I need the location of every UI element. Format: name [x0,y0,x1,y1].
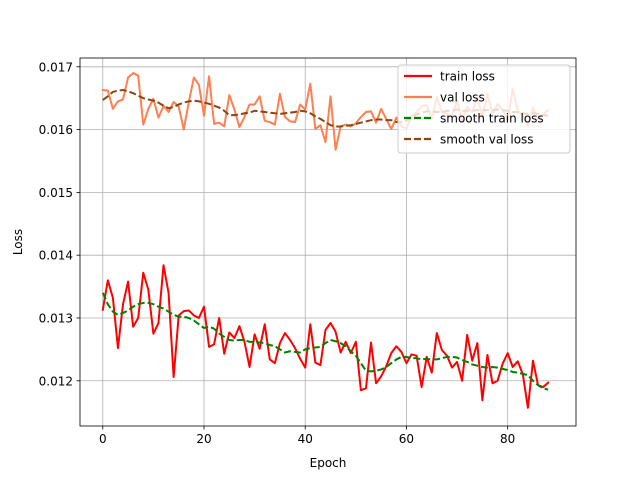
x-axis: 0 20 40 60 80 [99,426,515,446]
legend-box [397,64,571,154]
x-tick-label: 20 [196,432,211,446]
legend-label: smooth train loss [440,112,544,126]
series-line-smooth-train-loss [101,292,549,391]
series-line-train-loss [101,264,550,409]
y-tick-label: 0.012 [39,374,73,388]
legend-label: train loss [440,70,495,84]
x-axis-label: Epoch [310,456,347,470]
legend-label: smooth val loss [440,133,534,147]
y-tick-label: 0.017 [39,60,73,74]
axes-frame [79,57,577,427]
y-axis: 0.012 0.013 0.014 0.015 0.016 0.017 [39,60,80,388]
y-tick-label: 0.016 [39,123,73,137]
x-tick-label: 60 [399,432,414,446]
legend: train loss val loss smooth train loss smoot… [397,64,571,154]
y-tick-label: 0.014 [39,249,73,263]
x-tick-label: 40 [298,432,313,446]
y-tick-label: 0.015 [39,186,73,200]
y-axis-label: Loss [11,229,25,255]
x-tick-label: 80 [500,432,515,446]
y-tick-label: 0.013 [39,311,73,325]
legend-label: val loss [440,91,485,105]
x-tick-label: 0 [99,432,107,446]
